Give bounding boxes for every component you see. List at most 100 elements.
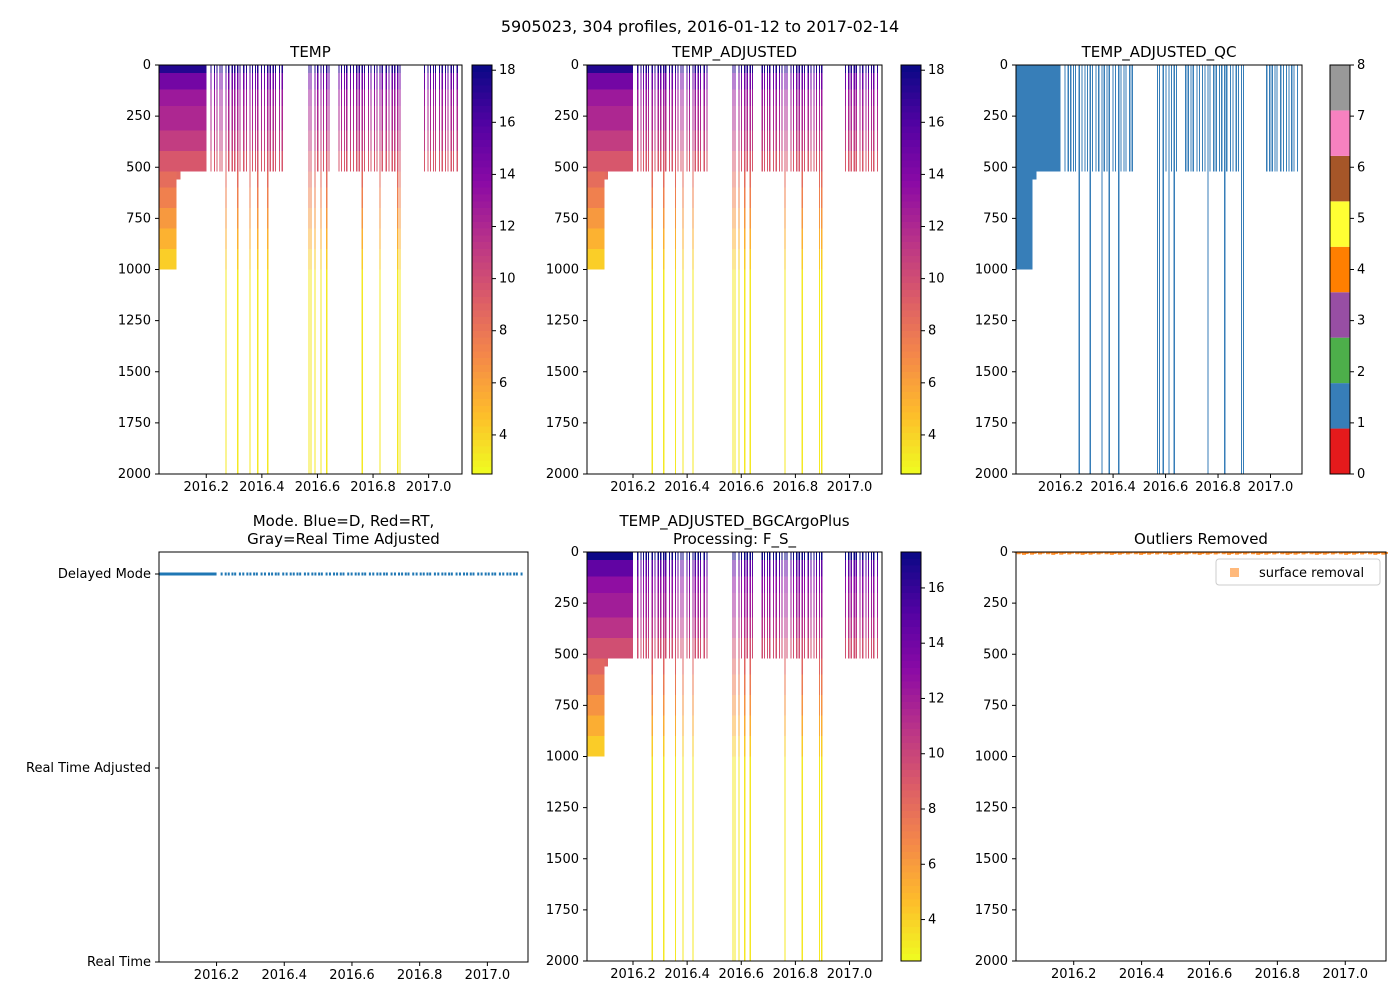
temp_adjusted-profile-segment <box>674 187 677 209</box>
temp-profile-segment <box>234 65 236 74</box>
temp-dense-profile-segment <box>196 130 199 151</box>
temp-profile-segment <box>456 73 458 90</box>
outliers-point <box>1298 552 1303 554</box>
mode-point <box>234 572 237 576</box>
outliers-point <box>1147 552 1152 555</box>
temp_adjusted_qc-dense-profile-segment <box>1055 150 1057 172</box>
temp_adjusted_bgc-dense-profile-segment <box>617 592 620 618</box>
temp-colorbar-step <box>472 317 492 325</box>
temp_adjusted-profile-segment <box>677 73 679 90</box>
temp_adjusted-profile <box>674 65 677 474</box>
temp-dense-profile-segment <box>166 65 169 74</box>
temp-profile <box>438 65 441 172</box>
temp_adjusted-colorbar-step <box>901 160 921 168</box>
temp_adjusted-profile-segment <box>647 65 650 74</box>
temp_adjusted-profile-segment <box>732 105 734 131</box>
temp-profile <box>445 65 447 172</box>
temp_adjusted_bgc-dense-profile-segment <box>590 617 593 638</box>
temp_adjusted-profile-segment <box>732 89 734 106</box>
temp_adjusted_qc-profile-segment <box>1224 73 1226 90</box>
temp_adjusted-xtick-label: 2016.2 <box>610 480 656 495</box>
temp-dense-profile-segment <box>168 187 171 209</box>
temp_adjusted_bgc-profile-segment <box>744 658 746 675</box>
temp-profile-segment <box>257 89 259 106</box>
outliers-point <box>1144 552 1149 554</box>
temp-profile-segment <box>225 89 227 106</box>
temp_adjusted-profile-segment <box>663 269 665 474</box>
outliers-frame <box>1015 551 1387 962</box>
temp_adjusted_bgc-ytick-label: 1500 <box>546 852 579 867</box>
temp-profile-segment <box>310 249 312 270</box>
temp_adjusted_qc-dense-profile-segment <box>1032 65 1035 74</box>
temp_adjusted-dense-profile-segment <box>623 65 626 74</box>
temp-profile-segment <box>427 89 429 106</box>
temp-ytick-label: 0 <box>143 58 151 73</box>
temp-profile-segment <box>367 65 369 74</box>
temp_adjusted_qc-profile-segment <box>1072 73 1075 90</box>
temp_adjusted_qc-profile-segment <box>1070 73 1072 90</box>
temp-profile-segment <box>225 171 227 188</box>
outliers-point <box>1245 552 1250 554</box>
temp-profile <box>310 65 312 474</box>
temp_adjusted_bgc-profile-segment <box>855 560 857 577</box>
temp_adjusted-dense-profile-segment <box>619 73 622 90</box>
temp-profile-segment <box>323 150 325 172</box>
temp-dense-profile-segment <box>159 249 161 270</box>
temp_adjusted_qc-dense-profile-segment <box>1049 65 1052 74</box>
temp_adjusted-colorbar-step <box>901 289 921 298</box>
temp_adjusted_bgc-profile-segment <box>781 576 783 593</box>
temp_adjusted_qc-profile-segment <box>1112 105 1114 131</box>
temp_adjusted_bgc-profile-segment <box>640 560 642 577</box>
temp-profile-segment <box>269 65 271 74</box>
temp-dense-profile <box>160 65 163 270</box>
temp_adjusted-xtick-label: 2016.4 <box>664 480 710 495</box>
temp-profile-segment <box>308 187 310 209</box>
temp-dense-profile-segment <box>182 130 185 151</box>
temp_adjusted-profile-segment <box>642 89 644 106</box>
temp_adjusted_qc-profile-segment <box>1159 73 1161 90</box>
temp_adjusted-profile-segment <box>844 150 847 172</box>
temp_adjusted_qc-profile-segment <box>1101 269 1103 474</box>
temp_adjusted-profile <box>821 65 823 474</box>
temp_adjusted_qc-profile-segment <box>1232 105 1234 131</box>
temp_adjusted-profile-segment <box>654 105 656 131</box>
temp-dense-profile-segment <box>186 89 189 106</box>
temp-profile-segment <box>272 89 274 106</box>
temp_adjusted_bgc-profile-segment <box>738 617 740 638</box>
temp_adjusted-dense-profile-segment <box>623 89 626 106</box>
temp_adjusted_bgc-profile <box>746 552 748 659</box>
temp_adjusted-colorbar-label: 8 <box>928 324 936 339</box>
temp_adjusted_bgc-colorbar-step <box>901 940 921 948</box>
temp_adjusted_bgc-profile-segment <box>680 552 682 561</box>
temp_adjusted-dense-profile-segment <box>606 171 609 180</box>
temp_adjusted_bgc-profile-segment <box>850 637 852 659</box>
temp_adjusted-profile-segment <box>764 150 766 172</box>
temp-profile-segment <box>243 65 245 74</box>
temp_adjusted-profile-segment <box>642 105 644 131</box>
temp_adjusted-profile-segment <box>867 73 870 90</box>
temp-profile-segment <box>272 105 274 131</box>
temp_adjusted_bgc-profile-segment <box>844 592 847 618</box>
temp_adjusted-dense-profile-segment <box>619 65 622 74</box>
temp-profile-segment <box>379 150 381 172</box>
outliers-point <box>1088 552 1093 555</box>
temp-profile-segment <box>278 130 281 151</box>
outliers-xtick-label: 2016.6 <box>1187 967 1233 982</box>
temp_adjusted_bgc-dense-profile-segment <box>587 617 589 638</box>
temp_adjusted_bgc-ytick-label: 1000 <box>546 750 579 765</box>
temp-profile-segment <box>340 65 342 74</box>
temp-dense-profile-segment <box>194 73 197 90</box>
temp-profile-segment <box>314 171 316 188</box>
temp-profile-segment <box>399 249 401 270</box>
mode-point <box>368 572 371 576</box>
temp_adjusted_qc-profile-segment <box>1291 130 1293 151</box>
temp-dense-profile <box>194 65 197 172</box>
temp_adjusted_qc-profile-segment <box>1089 105 1091 131</box>
temp_adjusted_bgc-profile-segment <box>844 637 847 659</box>
temp_adjusted_bgc-dense-profile-segment <box>587 637 589 659</box>
temp_adjusted_qc-profile <box>1266 65 1268 172</box>
temp_adjusted_qc-dense-profile-segment <box>1029 228 1031 250</box>
temp-dense-profile <box>190 65 193 172</box>
temp_adjusted_bgc-profile-segment <box>853 576 855 593</box>
temp_adjusted_bgc-colorbar-step <box>901 640 921 649</box>
